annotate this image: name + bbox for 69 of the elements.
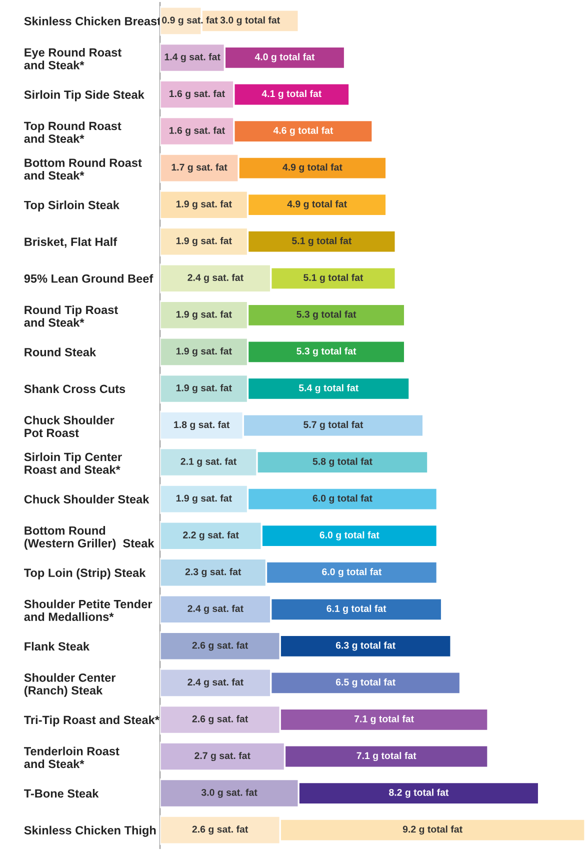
data-label: 3.0 g sat. fat [201, 788, 258, 798]
data-label: 2.3 g sat. fat [185, 568, 242, 578]
data-label: 1.8 g sat. fat [174, 420, 230, 430]
data-label: 1.4 g sat. fat [164, 53, 220, 62]
y-tick-label: Shoulder Center (Ranch) Steak [24, 673, 116, 697]
data-label: 4.9 g total fat [287, 200, 347, 210]
y-tick-label: Skinless Chicken Breast [24, 16, 161, 26]
data-label: 2.6 g sat. fat [192, 715, 248, 724]
y-tick-label: 95% Lean Ground Beef [24, 274, 154, 283]
data-label: 5.8 g total fat [312, 458, 372, 467]
y-tick-label: Chuck Shoulder Pot Roast [24, 416, 114, 438]
data-label: 2.2 g sat. fat [183, 531, 239, 540]
data-label: 7.1 g total fat [356, 752, 416, 762]
y-tick-label: T-Bone Steak [24, 789, 99, 798]
data-label: 1.6 g sat. fat [169, 126, 225, 136]
data-label: 6.0 g total fat [322, 568, 382, 578]
data-label: 5.3 g total fat [296, 310, 356, 320]
data-label: 6.5 g total fat [336, 678, 396, 688]
data-label: 1.9 g sat. fat [176, 310, 232, 320]
data-label: 4.1 g total fat [262, 90, 322, 100]
data-label: 0.9 g sat. fat [162, 16, 218, 26]
y-tick-label: Top Sirloin Steak [24, 200, 120, 212]
data-label: 5.4 g total fat [298, 384, 358, 394]
data-label: 2.7 g sat. fat [194, 752, 250, 762]
data-label: 2.4 g sat. fat [188, 274, 244, 283]
data-label: 1.6 g sat. fat [169, 90, 225, 100]
y-tick-label: Shank Cross Cuts [24, 384, 126, 394]
data-label: 5.7 g total fat [304, 420, 364, 430]
data-label: 6.1 g total fat [326, 604, 386, 614]
data-label: 1.9 g sat. fat [176, 237, 232, 246]
y-tick-label: Skinless Chicken Thigh [24, 826, 156, 837]
data-label: 4.0 g total fat [254, 53, 315, 62]
y-tick-label: Round Steak [24, 348, 96, 356]
data-label: 4.9 g total fat [282, 164, 342, 173]
y-tick-label: Shoulder Petite Tender and Medallions* [24, 600, 152, 621]
y-tick-label: Brisket, Flat Half [24, 237, 118, 248]
data-label: 2.4 g sat. fat [188, 604, 244, 614]
data-label: 7.1 g total fat [354, 715, 414, 724]
y-tick-label: Sirloin Tip Center Roast and Steak* [24, 452, 122, 474]
y-tick-label: Top Loin (Strip) Steak [24, 568, 146, 580]
data-label: 4.6 g total fat [273, 126, 334, 136]
data-label: 2.6 g sat. fat [192, 642, 248, 651]
data-label: 5.1 g total fat [292, 237, 352, 246]
y-tick-label: Eye Round Roast and Steak* [24, 48, 122, 70]
data-label: 1.9 g sat. fat [176, 494, 232, 504]
y-tick-label: Tri-Tip Roast and Steak* [24, 715, 160, 726]
y-tick-label: Tenderloin Roast and Steak* [24, 746, 120, 768]
data-label: 6.0 g total fat [312, 494, 372, 504]
data-label: 2.6 g sat. fat [192, 826, 248, 835]
data-label: 1.9 g sat. fat [176, 200, 232, 210]
data-label: 6.0 g total fat [320, 531, 380, 540]
data-label: 1.9 g sat. fat [176, 384, 232, 394]
data-label: 1.9 g sat. fat [176, 347, 232, 356]
data-label: 8.2 g total fat [389, 788, 449, 798]
data-label: 1.7 g sat. fat [172, 164, 228, 173]
y-tick-label: Flank Steak [24, 642, 90, 651]
data-label: 2.4 g sat. fat [188, 678, 244, 688]
y-tick-label: Chuck Shoulder Steak [24, 494, 150, 504]
y-tick-label: Bottom Round Roast and Steak* [24, 158, 142, 180]
y-tick-label: Round Tip Roast and Steak* [24, 305, 118, 327]
data-label: 5.3 g total fat [296, 347, 356, 356]
y-tick-label: Top Round Roast and Steak* [24, 121, 122, 143]
data-label: 2.1 g sat. fat [180, 458, 236, 467]
data-label: 5.1 g total fat [304, 274, 364, 283]
data-label: 6.3 g total fat [336, 642, 396, 651]
y-tick-label: Bottom Round (Western Griller) Steak [24, 526, 154, 550]
data-label: 9.2 g total fat [402, 826, 462, 835]
y-tick-label: Sirloin Tip Side Steak [24, 90, 144, 102]
data-label: 3.0 g total fat [220, 16, 280, 26]
